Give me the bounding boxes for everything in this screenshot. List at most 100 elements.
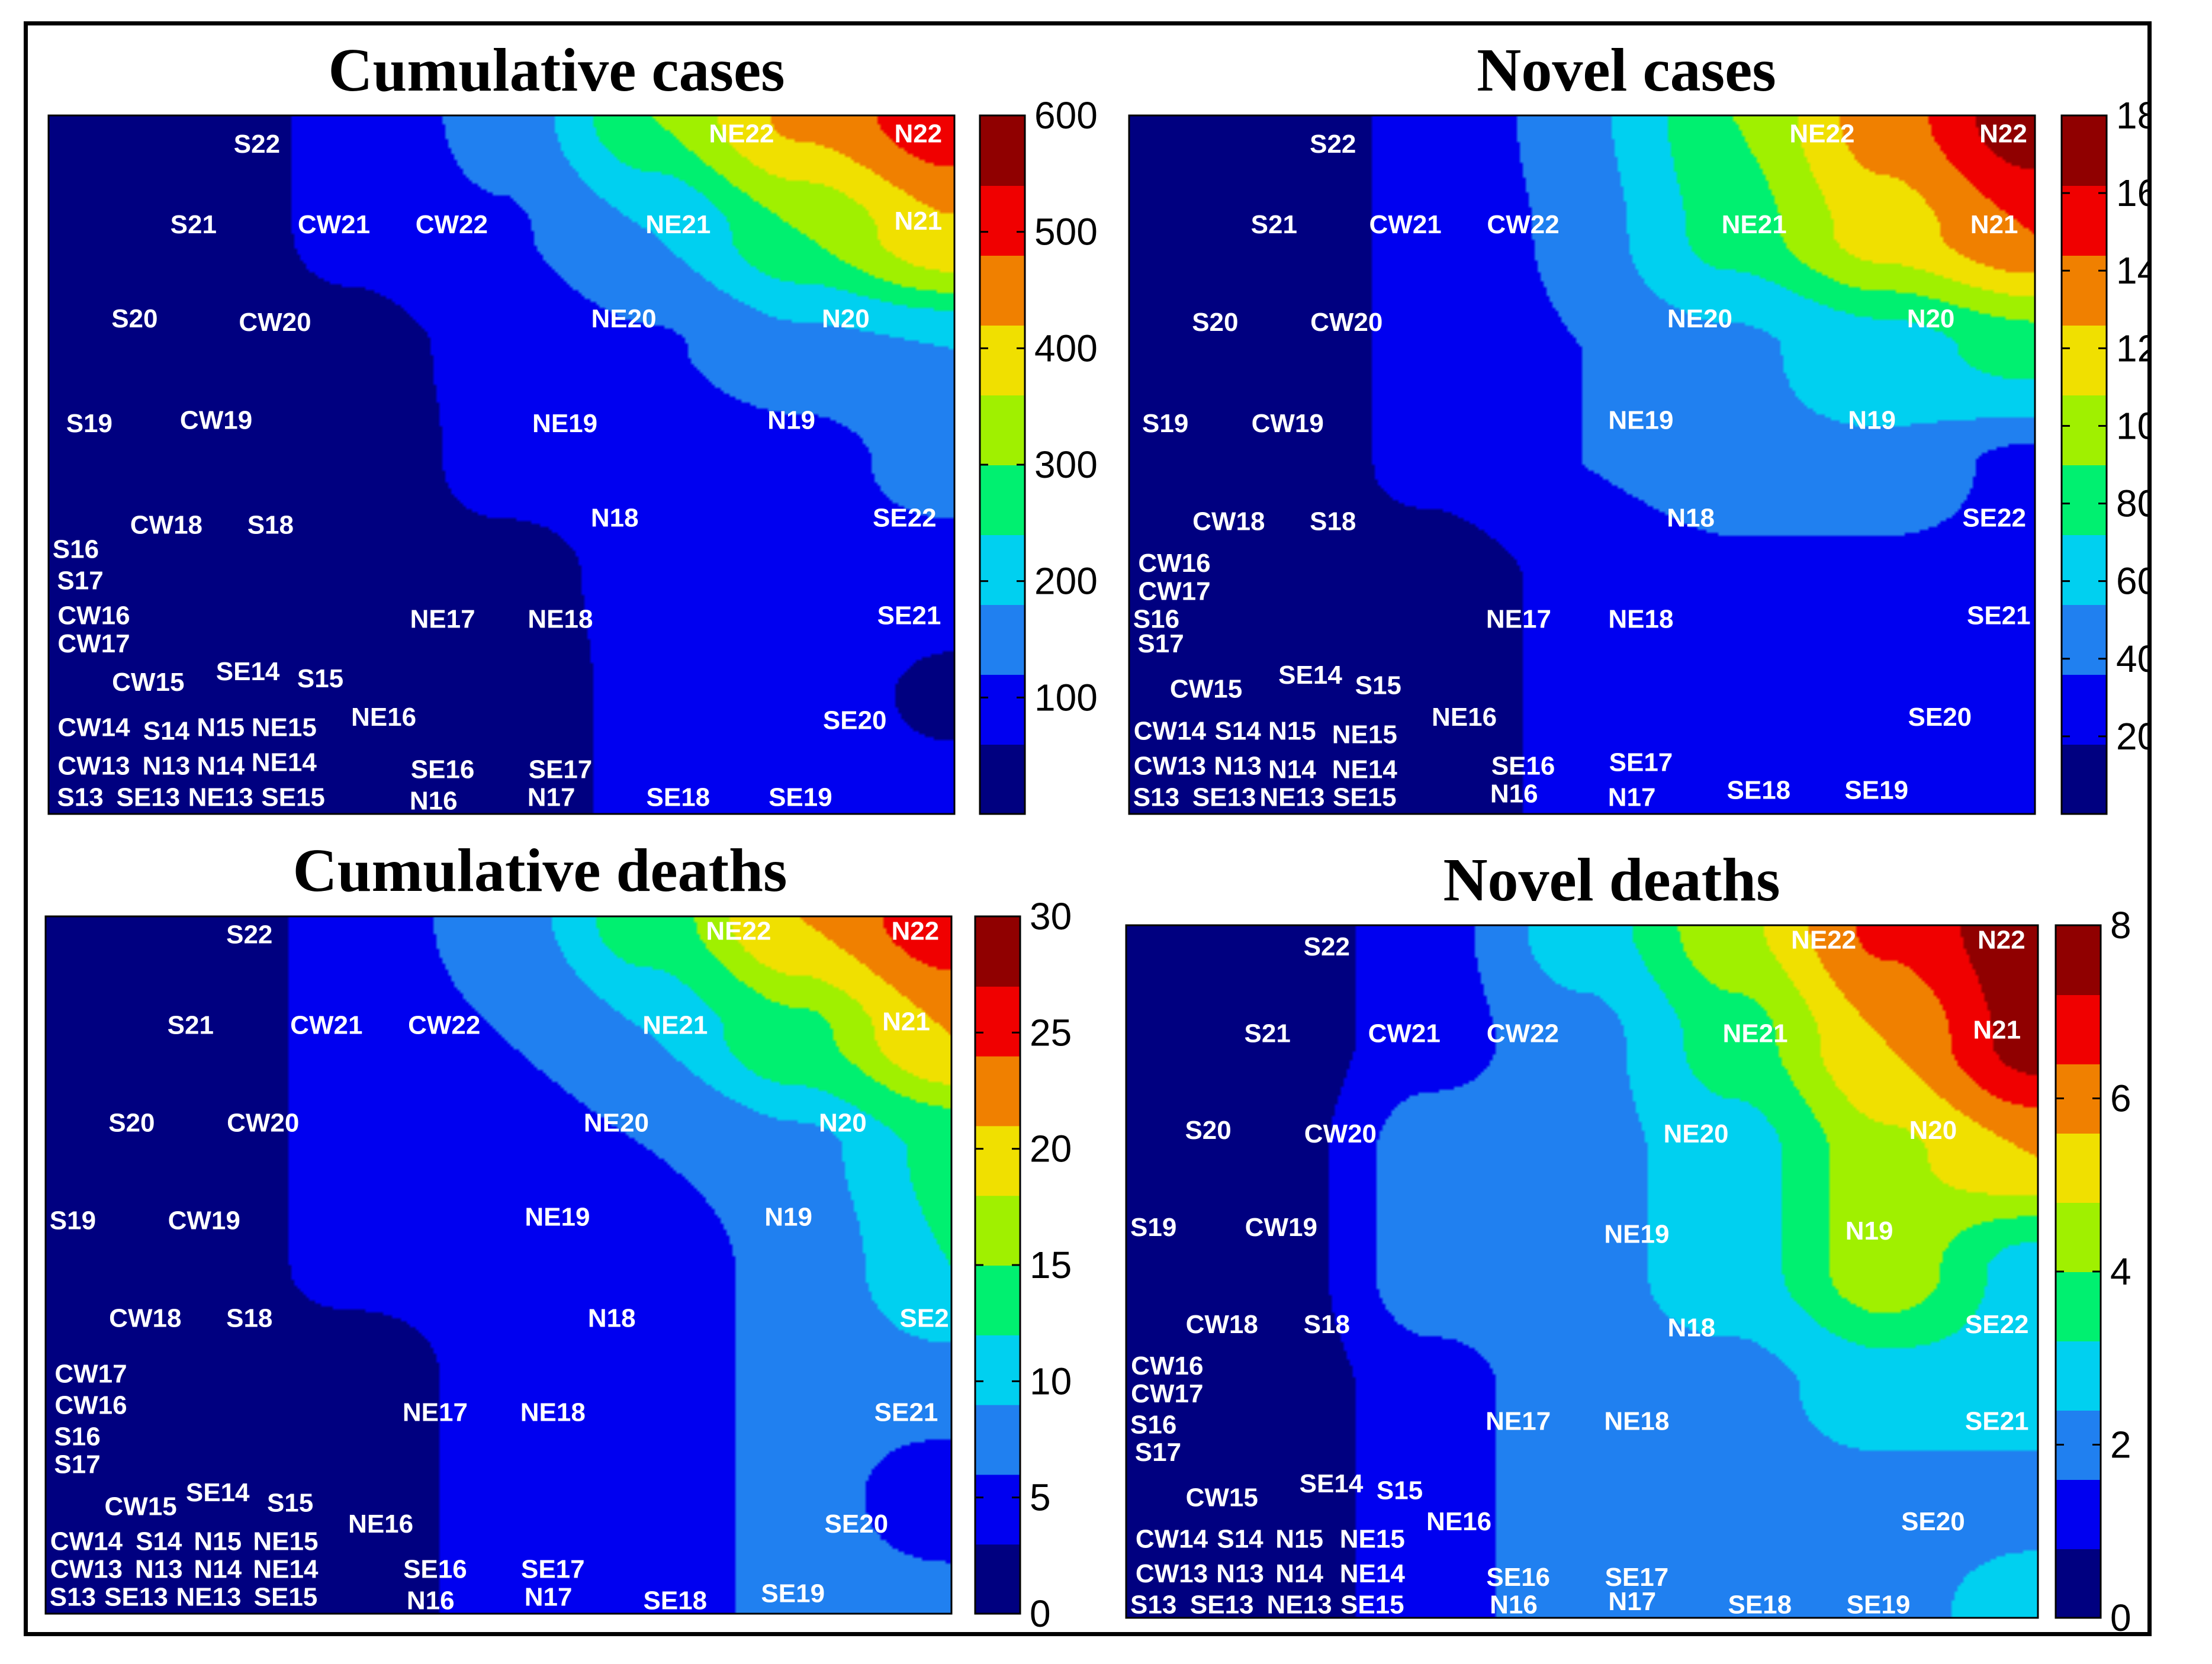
point-label: N13 [135,1554,183,1583]
colorbar-segment [980,255,1025,326]
colorbar-tick-label: 30 [1030,895,1072,938]
cumulative-deaths-title: Cumulative deaths [293,836,787,905]
colorbar-tick-label: 600 [1034,94,1098,137]
point-label: SE17 [529,755,593,784]
point-label: S17 [1137,629,1184,658]
point-label: S20 [1192,308,1238,337]
point-label: SE14 [1278,661,1342,690]
novel-deaths-labels: S22 S21 CW21 CW22 NE21 NE22 N22 N21 S20 CW20 NE20 N… [1130,925,2028,1619]
point-label: S22 [226,920,272,949]
point-label: N16 [1490,1591,1538,1620]
point-label: N15 [194,1527,242,1556]
cumulative-cases-title: Cumulative cases [328,36,785,104]
point-label: N20 [1909,1116,1957,1145]
point-label: SE20 [823,706,887,735]
point-label: SE18 [1727,776,1791,805]
colorbar-tick-label: 500 [1034,211,1098,253]
novel-cases-axes-box [1128,114,2036,815]
point-label: N22 [894,120,942,149]
point-label: S16 [1130,1410,1176,1439]
colorbar-segment [975,1334,1020,1405]
point-label: SE16 [1486,1563,1550,1592]
point-label: N21 [894,207,942,236]
colorbar-tick-label: 20 [2116,715,2147,758]
point-label: NE18 [520,1398,586,1427]
point-label: CW15 [1186,1483,1258,1512]
colorbar-segment [980,744,1025,815]
point-label: SE18 [1728,1591,1792,1620]
point-label: S19 [1130,1213,1176,1242]
point-label: SE2 [900,1303,949,1333]
point-label: CW22 [416,210,488,239]
point-label: S20 [1185,1116,1231,1145]
point-label: N17 [1608,783,1656,812]
point-label: N17 [1608,1587,1656,1616]
colorbar-segment [980,604,1025,675]
point-label: CW13 [57,751,130,780]
point-label: S13 [1133,783,1179,812]
point-label: S20 [108,1109,155,1138]
colorbar-segment [2062,604,2107,675]
point-label: NE19 [1608,405,1673,434]
point-label: N18 [591,504,639,533]
colorbar-tick-label: 180 [2116,94,2147,137]
point-label: N20 [822,304,870,333]
colorbar-tick-label: 160 [2116,172,2147,214]
novel-cases-colorbar: 20 40 60 80 100 120 140 160 180 [2060,94,2179,815]
point-label: NE22 [709,120,774,149]
point-label: N22 [1979,120,2027,149]
point-label: CW17 [54,1360,127,1389]
point-label: NE14 [253,1554,319,1583]
point-label: CW15 [1170,675,1242,704]
point-label: S14 [1217,1524,1263,1553]
point-label: N22 [891,917,939,946]
colorbar-tick-label: 120 [2116,327,2147,369]
point-label: CW20 [239,308,311,337]
colorbar-segment [2056,1202,2101,1272]
colorbar-tick-label: 0 [1030,1592,1051,1632]
point-label: CW17 [1131,1379,1203,1408]
point-label: S15 [297,664,343,693]
point-label: S19 [66,409,112,438]
colorbar-segment [2062,115,2107,186]
point-label: S21 [171,210,217,239]
point-label: N15 [1275,1524,1323,1553]
novel-deaths-axes-box [1125,924,2039,1619]
point-label: CW22 [408,1011,480,1040]
point-label: S13 [1130,1591,1176,1620]
point-label: S18 [226,1303,272,1333]
point-label: S21 [168,1011,214,1040]
point-label: N14 [1275,1559,1323,1588]
point-label: S15 [1355,671,1401,700]
point-label: SE15 [1340,1591,1404,1620]
point-label: CW14 [1134,716,1207,745]
point-label: CW15 [112,668,184,697]
colorbar-segment [2056,1479,2101,1549]
colorbar-segment [975,1125,1020,1196]
colorbar-segment [2056,1133,2101,1203]
point-label: N18 [1667,504,1715,533]
colorbar-tick-label: 140 [2116,249,2147,292]
point-label: NE18 [1608,605,1673,634]
point-label: CW21 [1368,1019,1441,1048]
point-label: NE21 [1723,1019,1788,1048]
point-label: NE15 [1340,1524,1405,1553]
cumulative-deaths-colorbar: 0 5 10 15 20 25 30 [974,895,1072,1635]
point-label: N21 [1973,1016,2021,1045]
point-label: SE22 [1962,504,2026,533]
point-label: S18 [1310,507,1356,536]
point-label: N22 [1978,925,2025,954]
point-label: N15 [197,713,245,742]
colorbar-tick-label: 20 [1030,1128,1072,1170]
point-label: S13 [57,783,103,812]
point-label: N19 [764,1203,812,1232]
point-label: CW19 [1245,1213,1317,1242]
point-label: N20 [1907,304,1955,333]
point-label: N17 [525,1583,573,1612]
point-label: SE16 [411,755,475,784]
point-label: S18 [1304,1310,1350,1339]
colorbar-frame [2060,114,2108,815]
point-label: CW17 [57,629,130,658]
colorbar-segment [980,674,1025,745]
point-label: CW19 [1252,409,1324,438]
